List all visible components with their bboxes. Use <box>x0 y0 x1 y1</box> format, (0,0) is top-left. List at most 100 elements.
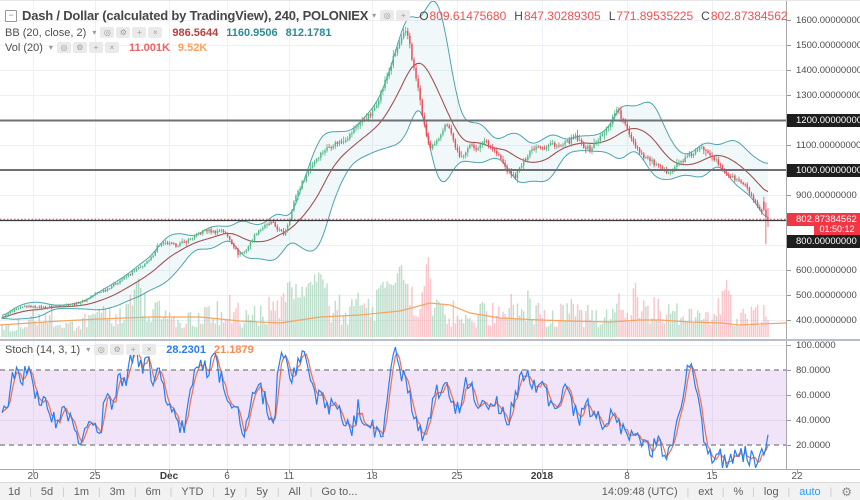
countdown-badge: 01:50:12 <box>814 223 860 235</box>
chevron-down-icon[interactable]: ▾ <box>86 345 91 354</box>
settings-icon[interactable]: ⚙ <box>72 42 87 53</box>
price-tick-label: 80.0000 <box>787 365 830 376</box>
toolbar-separator: | <box>62 486 65 498</box>
stoch-label: Stoch (14, 3, 1) <box>5 343 81 356</box>
time-tick-label: 8 <box>624 471 630 482</box>
chart-legend: − Dash / Dollar (calculated by TradingVi… <box>5 7 788 55</box>
hide-series-icon[interactable]: ◎ <box>380 10 395 21</box>
chart-canvas[interactable] <box>0 1 786 469</box>
chevron-down-icon[interactable]: ▾ <box>48 43 53 52</box>
bb-indicator-row: BB (20, close, 2) ▾ ◎ ⚙ + × 986.5644 116… <box>5 25 788 40</box>
time-tick-label: 6 <box>224 471 230 482</box>
time-tick <box>289 470 290 473</box>
time-tick-label: 11 <box>283 471 295 482</box>
price-tick-label: 1100.00000000 <box>787 140 860 151</box>
time-tick <box>169 470 170 473</box>
stoch-legend: Stoch (14, 3, 1) ▾ ◎ ⚙ + × 28.2301 21.18… <box>5 342 254 357</box>
time-tick <box>457 470 458 473</box>
price-tick-label: 60.0000 <box>787 390 830 401</box>
stoch-d-value: 21.1879 <box>214 343 254 356</box>
high-value: 847.30289305 <box>523 8 601 23</box>
chevron-down-icon[interactable]: ▾ <box>92 28 97 37</box>
price-tick-label: 20.0000 <box>787 440 830 451</box>
close-value: 802.87384562 <box>710 8 788 23</box>
goto-button[interactable]: Go to... <box>321 486 358 498</box>
hide-indicator-icon[interactable]: ◎ <box>94 344 109 355</box>
toolbar-separator: | <box>829 486 833 498</box>
close-icon[interactable]: × <box>104 42 119 53</box>
log-scale-toggle[interactable]: log <box>763 486 779 498</box>
range-ytd-button[interactable]: YTD <box>181 486 204 498</box>
range-1m-button[interactable]: 1m <box>73 486 89 498</box>
chevron-down-icon[interactable]: ▾ <box>372 11 377 20</box>
hide-indicator-icon[interactable]: ◎ <box>56 42 71 53</box>
toolbar-separator: | <box>29 486 32 498</box>
range-1y-button[interactable]: 1y <box>224 486 236 498</box>
bb-upper-value: 1160.9506 <box>226 26 278 39</box>
bottom-toolbar: 1d | 5d | 1m | 3m | 6m | YTD | 1y | 5y | All | Go to... 14… <box>0 482 860 500</box>
time-tick <box>712 470 713 473</box>
range-5y-button[interactable]: 5y <box>256 486 268 498</box>
range-6m-button[interactable]: 6m <box>145 486 161 498</box>
vol-value: 11.001K <box>128 41 170 54</box>
time-tick <box>627 470 628 473</box>
close-icon[interactable]: × <box>148 27 163 38</box>
price-level-badge: 800.00000000 <box>787 234 860 248</box>
toolbar-separator: | <box>686 486 690 498</box>
price-tick-label: 600.00000000 <box>787 265 857 276</box>
range-1d-button[interactable]: 1d <box>8 486 21 498</box>
time-tick-label: 2018 <box>530 471 554 482</box>
time-tick <box>227 470 228 473</box>
time-tick-label: 25 <box>451 471 463 482</box>
price-tick-label: 1300.00000000 <box>787 90 860 101</box>
pane-separator[interactable] <box>0 339 860 341</box>
range-all-button[interactable]: All <box>288 486 301 498</box>
close-icon[interactable]: × <box>142 344 157 355</box>
range-5d-button[interactable]: 5d <box>40 486 54 498</box>
time-tick-label: 25 <box>89 471 101 482</box>
price-tick-label: 900.00000000 <box>787 190 857 201</box>
time-tick <box>542 470 543 473</box>
add-icon[interactable]: + <box>132 27 147 38</box>
gear-icon[interactable]: ⚙ <box>841 485 852 499</box>
open-value: 809.61475680 <box>429 8 507 23</box>
time-tick-label: 20 <box>27 471 39 482</box>
add-icon[interactable]: + <box>126 344 141 355</box>
ohlc-readout: O809.61475680 H847.30289305 L771.8953522… <box>419 8 788 23</box>
time-tick <box>372 470 373 473</box>
toolbar-separator: | <box>169 486 173 498</box>
time-tick-label: 15 <box>706 471 718 482</box>
hide-indicator-icon[interactable]: ◎ <box>100 27 115 38</box>
toolbar-separator: | <box>212 486 215 498</box>
symbol-title: Dash / Dollar (calculated by TradingView… <box>22 8 369 23</box>
settings-icon[interactable]: ⚙ <box>116 27 131 38</box>
vol-indicator-row: Vol (20) ▾ ◎ ⚙ + × 11.001K 9.52K <box>5 40 788 55</box>
vol-label: Vol (20) <box>5 41 43 54</box>
toolbar-separator: | <box>752 486 755 498</box>
price-axis[interactable]: 1600.00000000 1500.00000000 1400.00000000 1… <box>786 1 860 469</box>
time-tick-label: 18 <box>366 471 378 482</box>
clock-utc[interactable]: 14:09:48 (UTC) <box>601 486 678 498</box>
bb-label: BB (20, close, 2) <box>5 26 87 39</box>
last-price-badge: 802.87384562 <box>787 212 860 226</box>
time-tick <box>95 470 96 473</box>
range-buttons: 1d | 5d | 1m | 3m | 6m | YTD | 1y | 5y | All | Go to... <box>8 486 357 498</box>
toolbar-separator: | <box>787 486 791 498</box>
add-icon[interactable]: + <box>88 42 103 53</box>
price-tick-label: 400.00000000 <box>787 315 857 326</box>
stoch-indicator-row: Stoch (14, 3, 1) ▾ ◎ ⚙ + × 28.2301 21.18… <box>5 342 254 357</box>
extended-hours-toggle[interactable]: ext <box>698 486 713 498</box>
collapse-legend-icon[interactable]: − <box>5 9 17 22</box>
symbol-row: − Dash / Dollar (calculated by TradingVi… <box>5 7 788 24</box>
time-tick-label: Dec <box>159 471 179 482</box>
time-axis[interactable]: 20 25 Dec 6 11 18 25 2018 8 15 22 <box>0 469 860 482</box>
price-tick-label: 500.00000000 <box>787 290 857 301</box>
percent-scale-toggle[interactable]: % <box>733 486 744 498</box>
range-3m-button[interactable]: 3m <box>109 486 125 498</box>
price-level-badge: 1000.00000000 <box>787 163 860 177</box>
bb-basis-value: 986.5644 <box>172 26 219 39</box>
vol-ma-value: 9.52K <box>177 41 208 54</box>
auto-scale-toggle[interactable]: auto <box>799 486 821 498</box>
add-series-icon[interactable]: + <box>396 10 411 21</box>
settings-icon[interactable]: ⚙ <box>110 344 125 355</box>
